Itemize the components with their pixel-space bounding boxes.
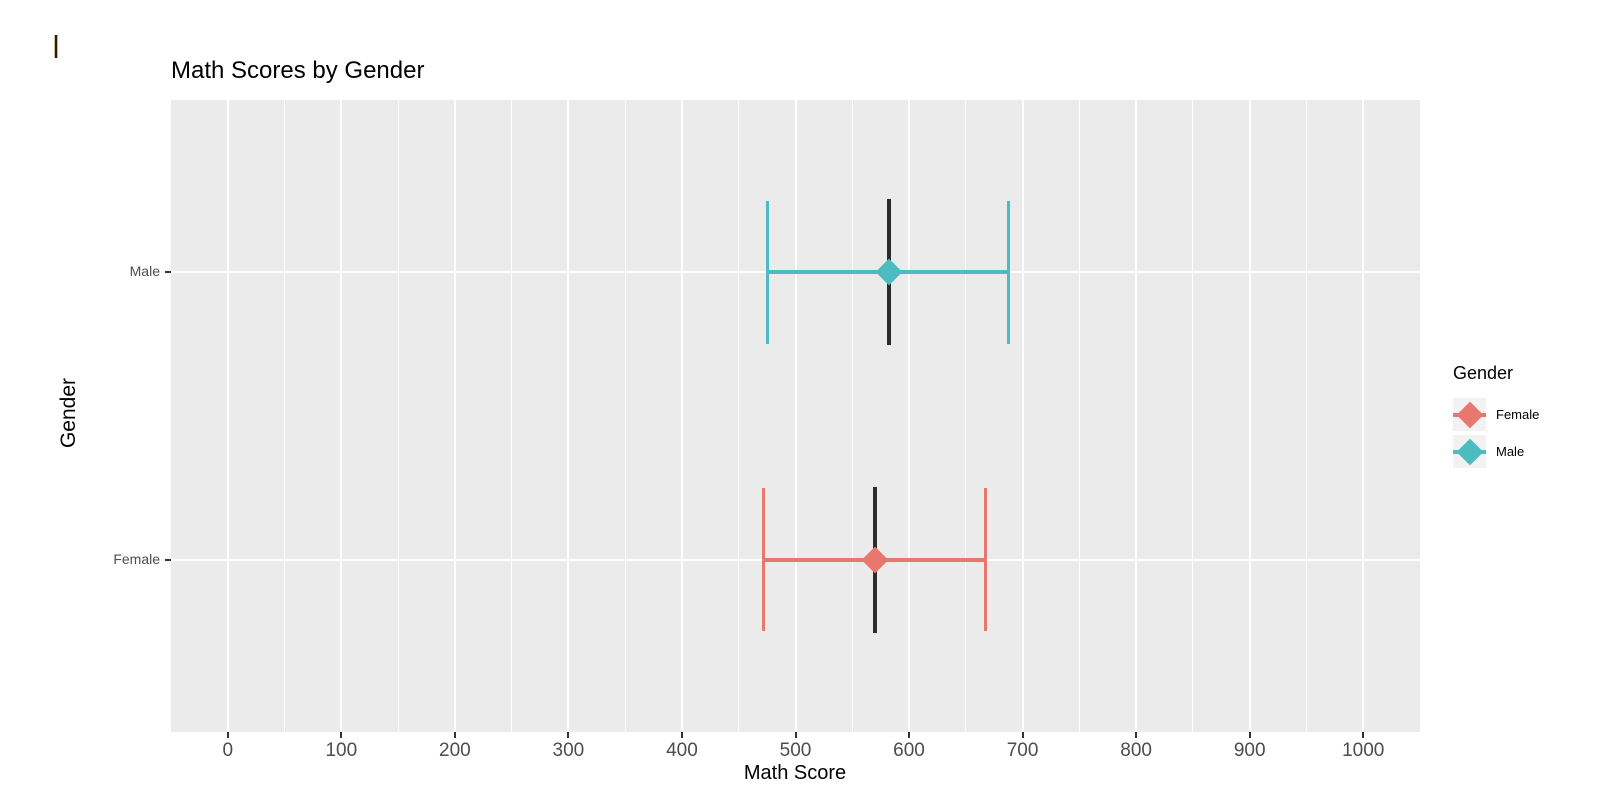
x-axis-tick-label: 200 — [439, 740, 471, 761]
legend-key-box — [1453, 398, 1486, 431]
text-cursor-ibeam — [55, 35, 57, 58]
gridline-minor-vertical — [624, 100, 626, 732]
legend-entry-label: Female — [1496, 407, 1540, 422]
x-axis-tick — [1362, 732, 1365, 738]
gridline-major-vertical — [1248, 100, 1251, 732]
x-axis-tick — [680, 732, 683, 738]
x-axis-tick — [453, 732, 456, 738]
y-axis-title: Gender — [57, 377, 80, 449]
x-axis-tick — [1248, 732, 1251, 738]
x-axis-title: Math Score — [743, 762, 847, 784]
legend: Gender Female Male — [1453, 363, 1539, 472]
x-axis-tick-label: 100 — [325, 740, 358, 761]
legend-entry-male: Male — [1453, 435, 1539, 468]
gridline-minor-vertical — [965, 100, 967, 732]
gridline-major-vertical — [908, 100, 911, 732]
x-axis-tick-label: 600 — [893, 740, 925, 761]
gridline-major-horizontal — [171, 271, 1420, 274]
y-axis-tick-label: Male — [129, 263, 160, 280]
x-axis-tick — [567, 732, 570, 738]
gridline-major-vertical — [567, 100, 570, 732]
gridline-minor-vertical — [1078, 100, 1080, 732]
gridline-major-vertical — [1135, 100, 1138, 732]
legend-entry-female: Female — [1453, 398, 1539, 431]
x-axis-tick-label: 800 — [1120, 740, 1152, 761]
legend-keys: Female Male — [1453, 398, 1539, 468]
gridline-minor-vertical — [284, 100, 286, 732]
legend-entry-label: Male — [1496, 444, 1525, 459]
gridline-major-vertical — [680, 100, 683, 732]
gridline-major-vertical — [794, 100, 797, 732]
gridline-minor-vertical — [738, 100, 740, 732]
legend-title: Gender — [1453, 363, 1514, 383]
legend-key-diamond-icon — [1456, 401, 1483, 428]
x-axis-tick-label: 400 — [666, 740, 698, 761]
x-axis-tick — [1021, 732, 1024, 738]
x-axis-tick — [226, 732, 229, 738]
gridline-major-vertical — [1362, 100, 1365, 732]
x-axis-tick-label: 1000 — [1342, 740, 1385, 761]
y-axis-tick-label: Female — [113, 550, 160, 567]
x-axis-tick-label: 500 — [779, 740, 812, 761]
gridline-minor-vertical — [511, 100, 513, 732]
gridline-minor-vertical — [1305, 100, 1307, 732]
x-axis-tick — [340, 732, 343, 738]
legend-key-diamond-icon — [1456, 438, 1483, 465]
x-axis-tick — [794, 732, 797, 738]
gridline-major-vertical — [1021, 100, 1024, 732]
gridline-minor-vertical — [1192, 100, 1194, 732]
gridline-major-vertical — [226, 100, 229, 732]
plot-panel — [171, 100, 1420, 732]
gridline-major-vertical — [453, 100, 456, 732]
plot-title: Math Scores by Gender — [171, 57, 425, 84]
x-axis-tick-label: 300 — [552, 740, 585, 761]
x-axis-tick-label: 700 — [1006, 740, 1039, 761]
x-axis-tick — [908, 732, 911, 738]
gridline-minor-vertical — [851, 100, 853, 732]
x-axis-tick-label: 0 — [222, 740, 234, 761]
x-axis-tick-label: 900 — [1233, 740, 1266, 761]
gridline-minor-vertical — [397, 100, 399, 732]
x-axis-tick — [1135, 732, 1138, 738]
legend-key-box — [1453, 435, 1486, 468]
gridline-major-horizontal — [171, 558, 1420, 561]
gridline-major-vertical — [340, 100, 343, 732]
